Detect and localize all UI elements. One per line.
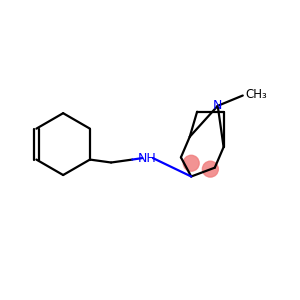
Text: CH₃: CH₃ (245, 88, 267, 100)
Circle shape (183, 155, 199, 171)
Text: NH: NH (138, 152, 157, 165)
Text: N: N (213, 99, 222, 112)
Circle shape (202, 161, 218, 177)
